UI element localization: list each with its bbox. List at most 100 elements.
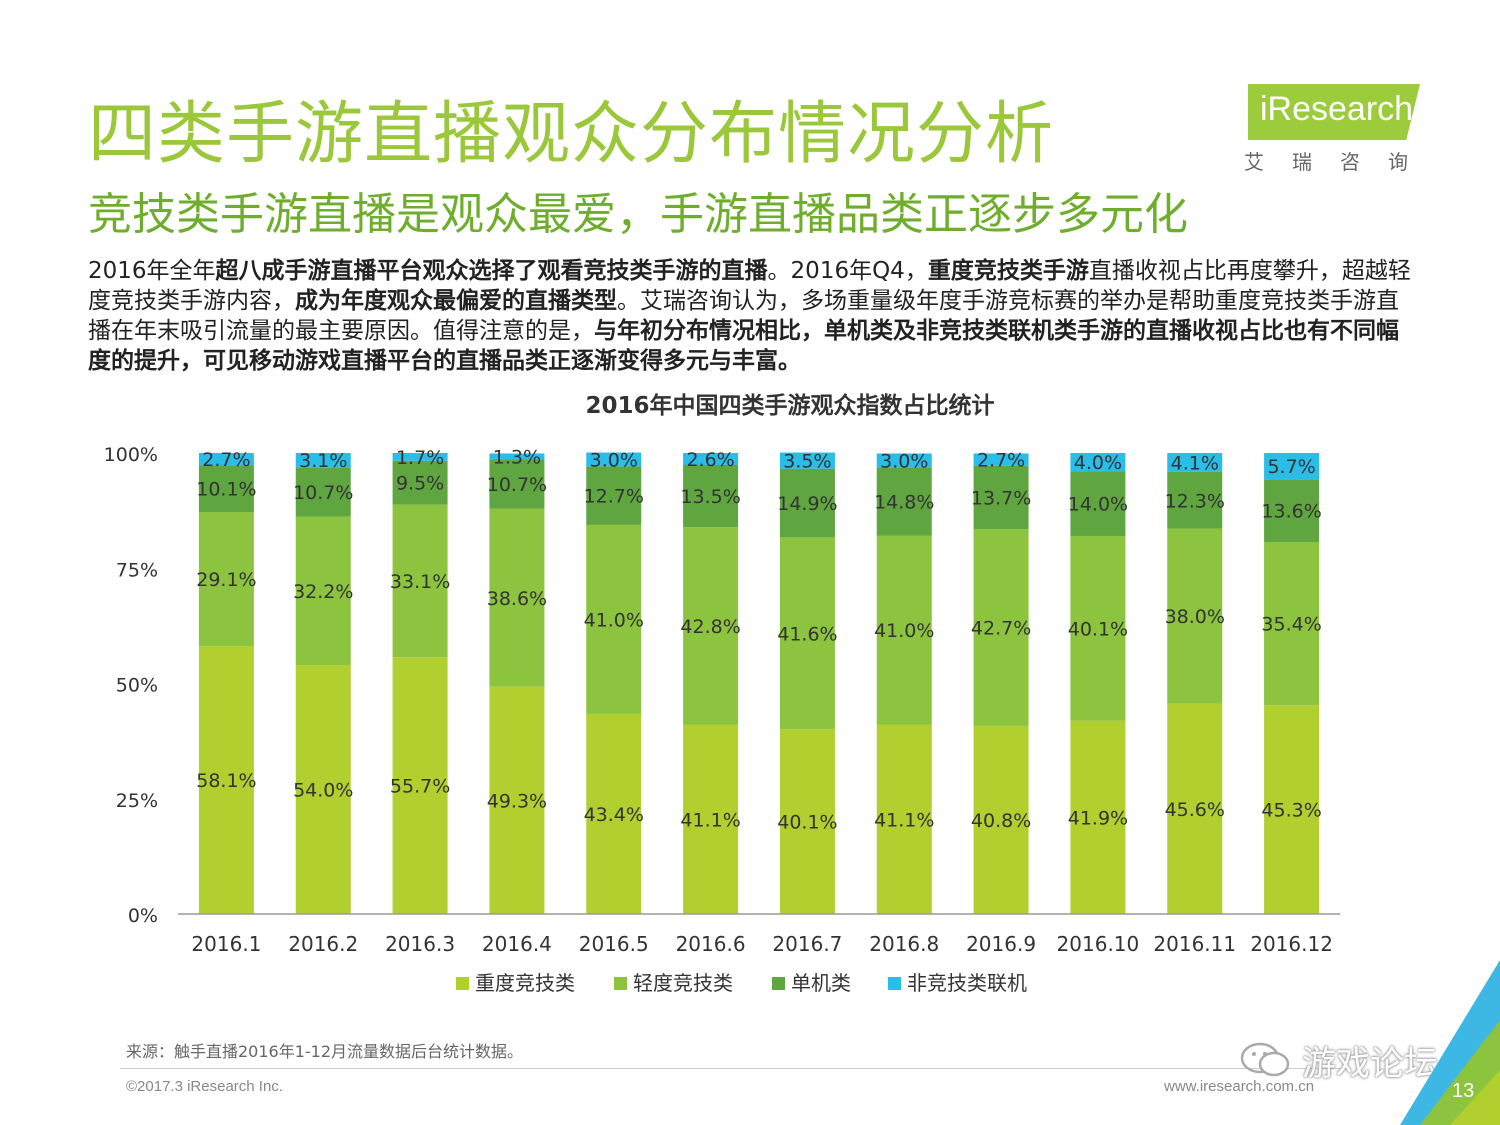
bar-segment [683,453,739,465]
bar-segment [392,453,448,461]
bar-segment [683,527,739,725]
legend-label: 非竞技类联机 [907,971,1027,995]
bar-segment [1167,528,1223,704]
logo-word: iResearch [1260,90,1414,128]
data-label: 13.7% [971,487,1031,509]
chart-legend: 重度竞技类 轻度竞技类 单机类 非竞技类联机 [456,971,1027,995]
bar-segment [392,657,448,914]
data-label: 9.5% [396,473,444,495]
page-number: 13 [1452,1080,1475,1102]
data-label: 4.1% [1171,452,1219,474]
y-tick-label: 75% [116,559,158,581]
data-label: 10.1% [196,479,256,501]
x-tick-label: 2016.10 [1057,932,1140,956]
x-tick-label: 2016.12 [1250,932,1333,956]
data-label: 41.6% [777,623,837,645]
bar-segment [392,504,448,658]
data-label: 1.3% [493,446,541,468]
bar-segment [1070,471,1126,536]
x-tick-label: 2016.5 [579,932,649,956]
bar-segment [973,529,1029,726]
data-label: 3.0% [880,450,928,472]
data-label: 54.0% [293,780,353,802]
data-label: 13.5% [680,486,740,508]
data-label: 42.8% [680,616,740,638]
legend-label: 重度竞技类 [475,971,575,995]
data-label: 2.7% [202,449,250,471]
bar-segment [586,452,642,467]
logo-badge: iResearch [1248,84,1420,140]
x-axis: 2016.1 2016.2 2016.3 2016.4 2016.5 2016.6 2016… [178,913,1340,956]
desc-text-4: 。艾瑞咨询认为，多场重量级年度手游竞标赛的举办是帮助重度竞技类手游直播在年末吸引… [88,288,1399,344]
corner-decoration [1400,960,1500,1125]
chart-title: 2016年中国四类手游观众指数占比统计 [585,392,994,419]
bar-segment [489,453,545,460]
bar-segment [1264,453,1320,480]
desc-bold-3: 成为年度观众最偏爱的直播类型 [295,288,617,314]
bar-segment [1264,479,1320,542]
desc-text-3: 直播收视占比再度攀升，超越轻度竞技类手游内容， [88,258,1411,314]
data-label: 4.0% [1074,452,1122,474]
bar-segment [779,468,835,538]
x-tick-label: 2016.3 [385,932,455,956]
bar-segment [1167,471,1223,529]
data-label: 10.7% [487,474,547,496]
bar-segment [198,453,254,466]
data-label: 2.7% [977,450,1025,472]
data-label: 43.4% [584,804,644,826]
data-label: 1.7% [396,447,444,469]
x-tick-label: 2016.4 [482,932,552,956]
data-label: 40.1% [1068,618,1128,640]
stacked-bar-chart: 2016年中国四类手游观众指数占比统计 0% 25% 50% 75% 100% 58.1… [104,392,1340,995]
logo-subtitle: 艾瑞咨询 [1244,150,1436,174]
data-label: 32.2% [293,581,353,603]
bar-segment [295,665,351,914]
data-label: 14.9% [777,493,837,515]
bar-segment [1070,535,1126,721]
bar-segment [198,646,254,914]
data-label: 41.0% [584,609,644,631]
data-label: 10.7% [293,482,353,504]
x-tick-label: 2016.1 [191,932,261,956]
bar-segment [295,516,351,666]
legend-swatch [772,977,785,990]
bar-segment [779,452,835,469]
bar-segment [1070,453,1126,472]
data-label: 2.6% [686,449,734,471]
data-label: 58.1% [196,770,256,792]
x-tick-label: 2016.2 [288,932,358,956]
desc-text-2: 。2016年Q4， [767,258,928,284]
bar-segment [1167,453,1223,472]
bar-segment [489,459,545,509]
data-label: 41.1% [680,809,740,831]
bar-segment [586,713,642,914]
x-tick-label: 2016.8 [869,932,939,956]
legend-swatch [614,977,627,990]
data-label: 40.8% [971,810,1031,832]
data-source-note: 来源：触手直播2016年1-12月流量数据后台统计数据。 [126,1042,524,1061]
data-label: 38.0% [1165,606,1225,628]
y-axis: 0% 25% 50% 75% 100% [104,444,158,927]
data-label: 3.0% [590,449,638,471]
y-tick-label: 0% [128,905,158,927]
data-label: 38.6% [487,588,547,610]
bar-segment [1264,705,1320,914]
bar-segment [973,453,1029,466]
data-label: 41.0% [874,620,934,642]
bar-segment [586,524,642,714]
data-label: 55.7% [390,776,450,798]
y-tick-label: 25% [116,790,158,812]
copyright-text: ©2017.3 iResearch Inc. [126,1078,283,1095]
desc-text-1: 2016年全年 [88,258,216,284]
bar-segment [295,453,351,468]
data-label: 29.1% [196,569,256,591]
data-label: 14.0% [1068,494,1128,516]
bar-segment [198,465,254,513]
data-label: 3.5% [783,451,831,473]
y-tick-label: 100% [104,444,158,466]
page-subtitle: 竞技类手游直播是观众最爱，手游直播品类正逐步多元化 [88,189,1188,240]
bar-segment [1264,541,1320,706]
data-label: 49.3% [487,790,547,812]
data-label: 42.7% [971,617,1031,639]
legend-label: 轻度竞技类 [633,971,733,995]
